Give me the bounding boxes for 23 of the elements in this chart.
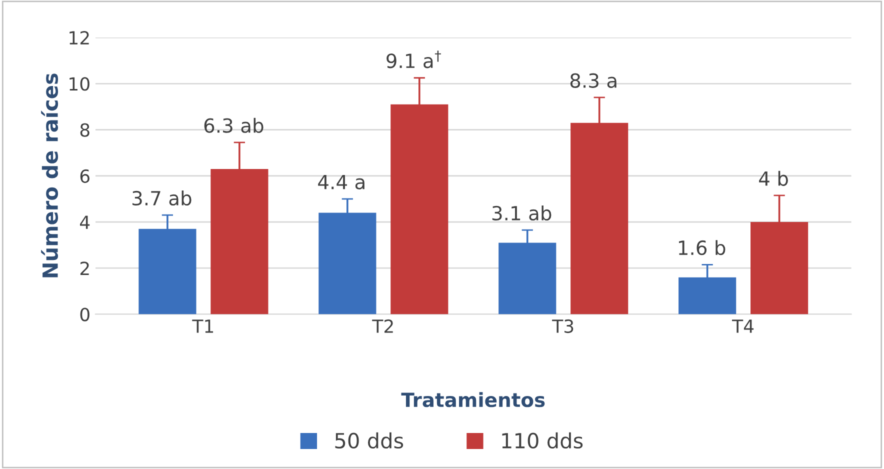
x-tick-label: T3	[552, 319, 574, 334]
legend-label: 50 dds	[335, 432, 404, 449]
data-label: 3.1 ab	[492, 205, 552, 221]
data-label: 6.3 ab	[204, 118, 264, 133]
x-tick-label: T4	[732, 320, 754, 333]
data-label: 4.4 a	[318, 174, 364, 190]
data-label: 3.7 ab	[132, 190, 192, 206]
y-tick-label: 10	[70, 77, 90, 91]
y-tick-label: 8	[80, 123, 90, 137]
x-tick-label: T2	[372, 319, 393, 333]
y-tick-label: 0	[80, 308, 90, 322]
y-tick-label: 12	[70, 30, 89, 44]
y-tick-label: 6	[80, 169, 90, 183]
data-label: 1.6 b	[678, 240, 726, 256]
y-tick-label: 2	[80, 262, 89, 275]
y-tick-label: 4	[80, 216, 90, 229]
x-axis-title: Tratamientos	[401, 392, 545, 408]
data-label: 4 b	[759, 170, 788, 186]
x-tick-label: T1	[192, 320, 214, 333]
data-label: 8.3 a	[570, 73, 616, 88]
legend-label: 110 dds	[502, 432, 583, 449]
y-axis-title: Número de raíces	[41, 74, 58, 278]
data-label: 9.1 a$^{†}$	[386, 50, 441, 68]
